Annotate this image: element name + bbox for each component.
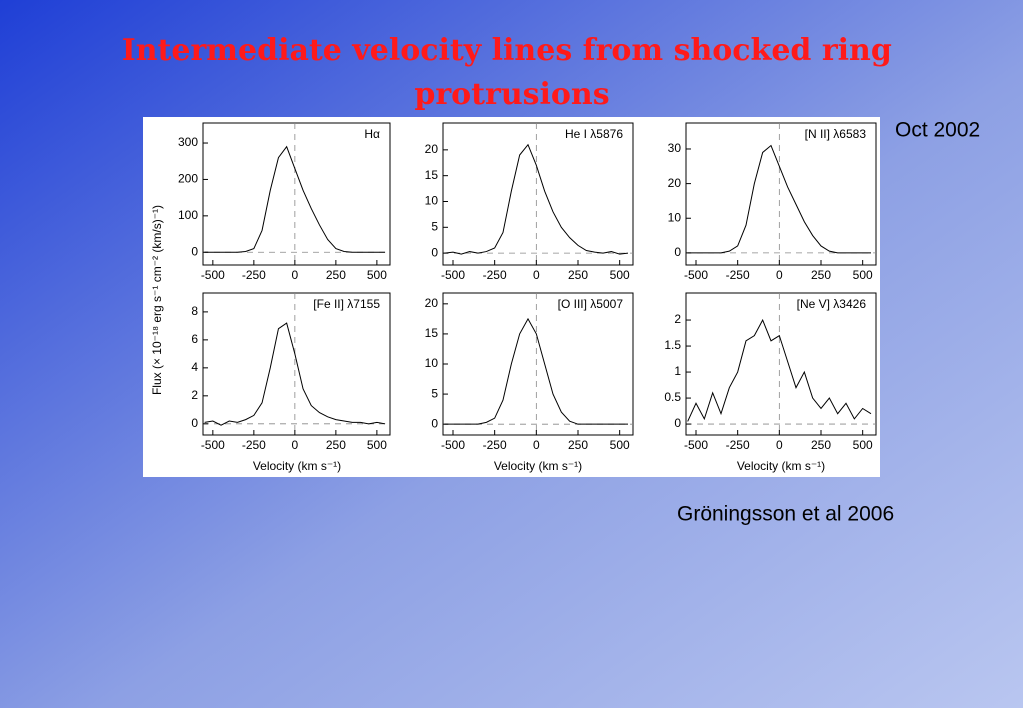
x-tick-label: 250: [326, 268, 346, 282]
y-tick-label: 5: [431, 386, 438, 400]
spectrum-line: [687, 318, 872, 422]
x-tick-label: 0: [776, 438, 783, 452]
date: Oct 2002: [895, 119, 980, 142]
x-tick-label: 500: [610, 438, 630, 452]
y-tick-label: 20: [425, 296, 439, 310]
y-tick-label: 0: [191, 416, 198, 430]
x-tick-label: 250: [568, 438, 588, 452]
panel-label: [N II] λ6583: [805, 127, 867, 141]
x-axis-label: Velocity (km s⁻¹): [737, 459, 825, 473]
plot-frame: [202, 292, 391, 436]
x-tick-label: 500: [367, 438, 387, 452]
y-tick-label: 2: [191, 388, 198, 402]
x-tick-label: -500: [201, 268, 225, 282]
y-tick-label: 0: [674, 245, 681, 259]
y-tick-label: 100: [178, 208, 198, 222]
spectrum-line: [204, 145, 386, 253]
panel-label: [Ne V] λ3426: [797, 297, 867, 311]
y-tick-label: 0: [431, 245, 438, 259]
x-axis-label: Velocity (km s⁻¹): [253, 459, 341, 473]
y-tick-label: 10: [668, 210, 682, 224]
slide-title: Intermediate velocity lines from shocked…: [122, 33, 903, 112]
plot-frame: [442, 122, 634, 266]
spectrum-line: [204, 322, 386, 426]
x-tick-label: -250: [726, 438, 750, 452]
x-tick-label: 500: [610, 268, 630, 282]
x-tick-label: 500: [853, 438, 873, 452]
credit: Gröningsson et al 2006: [677, 503, 894, 526]
y-tick-label: 6: [191, 332, 198, 346]
y-tick-label: 0.5: [664, 390, 681, 404]
x-tick-label: -500: [684, 268, 708, 282]
x-tick-label: -250: [242, 438, 266, 452]
y-tick-label: 1.5: [664, 338, 681, 352]
y-tick-label: 2: [674, 312, 681, 326]
y-tick-label: 20: [668, 176, 682, 190]
y-tick-label: 0: [191, 244, 198, 258]
x-tick-label: 500: [367, 268, 387, 282]
x-tick-label: 250: [326, 438, 346, 452]
x-tick-label: -250: [483, 438, 507, 452]
y-tick-label: 1: [674, 364, 681, 378]
x-tick-label: 250: [811, 438, 831, 452]
figure-panel: [143, 117, 880, 477]
y-tick-label: 300: [178, 135, 198, 149]
y-tick-label: 0: [431, 416, 438, 430]
slide-title-line: protrusions: [414, 77, 609, 112]
y-tick-label: 10: [425, 356, 439, 370]
x-tick-label: 0: [776, 268, 783, 282]
plot-frame: [685, 122, 877, 266]
plot-frame: [685, 292, 877, 436]
panel-label: [O III] λ5007: [558, 297, 624, 311]
slide-title-line: Intermediate velocity lines from shocked…: [122, 33, 892, 68]
x-tick-label: -250: [242, 268, 266, 282]
x-tick-label: 500: [853, 268, 873, 282]
spectrum-line: [444, 143, 629, 255]
spectrum-line: [444, 317, 628, 425]
x-tick-label: -500: [441, 438, 465, 452]
plot-frame: [202, 122, 391, 266]
y-tick-label: 200: [178, 172, 198, 186]
x-tick-label: 0: [533, 268, 540, 282]
panel-label: He I λ5876: [565, 127, 623, 141]
y-tick-label: 5: [431, 219, 438, 233]
x-axis-label: Velocity (km s⁻¹): [494, 459, 582, 473]
spectrum-line: [687, 144, 871, 254]
y-axis-label: Flux (× 10⁻¹⁸ erg s⁻¹ cm⁻² (km/s)⁻¹): [150, 205, 164, 395]
panel-label: Hα: [364, 127, 380, 141]
y-tick-label: 4: [191, 360, 198, 374]
y-tick-label: 0: [674, 416, 681, 430]
x-tick-label: -500: [441, 268, 465, 282]
x-tick-label: -250: [726, 268, 750, 282]
x-tick-label: 250: [568, 268, 588, 282]
y-tick-label: 20: [425, 142, 439, 156]
x-tick-label: 0: [533, 438, 540, 452]
y-tick-label: 10: [425, 194, 439, 208]
x-tick-label: 250: [811, 268, 831, 282]
panel-label: [Fe II] λ7155: [313, 297, 380, 311]
x-tick-label: -500: [684, 438, 708, 452]
y-tick-label: 30: [668, 141, 682, 155]
x-tick-label: 0: [292, 438, 299, 452]
y-tick-label: 8: [191, 304, 198, 318]
x-tick-label: -250: [483, 268, 507, 282]
y-tick-label: 15: [425, 168, 439, 182]
x-tick-label: 0: [292, 268, 299, 282]
y-tick-label: 15: [425, 326, 439, 340]
x-tick-label: -500: [201, 438, 225, 452]
